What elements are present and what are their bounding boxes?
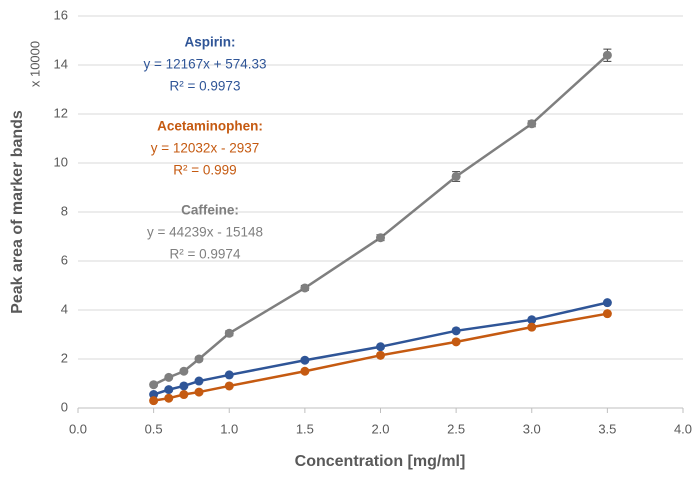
data-point [164, 385, 174, 395]
data-point [224, 370, 234, 380]
series-line [153, 54, 609, 386]
trend-equation: y = 12167x + 574.33 [143, 57, 266, 72]
r-squared: R² = 0.999 [173, 163, 236, 178]
data-point [451, 171, 461, 181]
data-point [164, 372, 174, 382]
y-tick-label: 10 [54, 154, 68, 169]
y-tick-label: 14 [54, 56, 68, 71]
data-point [224, 381, 234, 391]
data-point [602, 50, 612, 60]
y-tick-label: 4 [61, 301, 68, 316]
data-point [602, 298, 612, 308]
data-point [451, 337, 461, 347]
data-point [527, 315, 537, 325]
x-axis-title: Concentration [mg/ml] [295, 453, 466, 470]
x-tick-label: 3.5 [598, 421, 616, 436]
trend-equation: y = 44239x - 15148 [147, 225, 263, 240]
series-line [153, 312, 608, 402]
y-tick-label: 12 [54, 105, 68, 120]
x-tick-label: 3.0 [523, 421, 541, 436]
data-point [451, 326, 461, 336]
data-point [527, 119, 537, 129]
data-point [194, 376, 204, 386]
x-tick-label: 2.5 [447, 421, 465, 436]
x-tick-label: 0.5 [145, 421, 163, 436]
x-tick-label: 2.0 [371, 421, 389, 436]
y-tick-label: 0 [61, 399, 68, 414]
data-point [376, 342, 385, 352]
x-tick-label: 1.0 [220, 421, 238, 436]
data-point [194, 354, 204, 364]
data-point [179, 366, 189, 376]
x-tick-label: 0.0 [69, 421, 87, 436]
series-name: Acetaminophen: [157, 119, 263, 134]
y-tick-label: 16 [54, 7, 68, 22]
data-point [602, 309, 612, 319]
data-point [149, 396, 159, 406]
data-point [179, 381, 189, 391]
y-tick-label: 2 [61, 350, 68, 365]
y-axis-title: Peak area of marker bands [9, 110, 26, 314]
data-point [224, 328, 234, 338]
series-line [153, 301, 608, 396]
data-point [300, 355, 310, 365]
series-name: Aspirin: [184, 35, 235, 50]
r-squared: R² = 0.9974 [170, 247, 241, 262]
r-squared: R² = 0.9973 [170, 79, 241, 94]
trend-equation: y = 12032x - 2937 [151, 141, 259, 156]
data-point [300, 283, 310, 293]
data-point [376, 350, 385, 360]
y-multiplier: x 10000 [27, 41, 42, 87]
data-point [149, 380, 159, 390]
data-point [179, 390, 189, 400]
data-point [194, 387, 204, 397]
x-tick-label: 4.0 [674, 421, 692, 436]
series-name: Caffeine: [181, 203, 239, 218]
data-point [300, 366, 310, 376]
data-point [527, 322, 537, 332]
y-tick-label: 8 [61, 203, 68, 218]
data-point [376, 233, 385, 243]
x-tick-label: 1.5 [296, 421, 314, 436]
y-tick-label: 6 [61, 252, 68, 267]
data-point [164, 393, 174, 403]
